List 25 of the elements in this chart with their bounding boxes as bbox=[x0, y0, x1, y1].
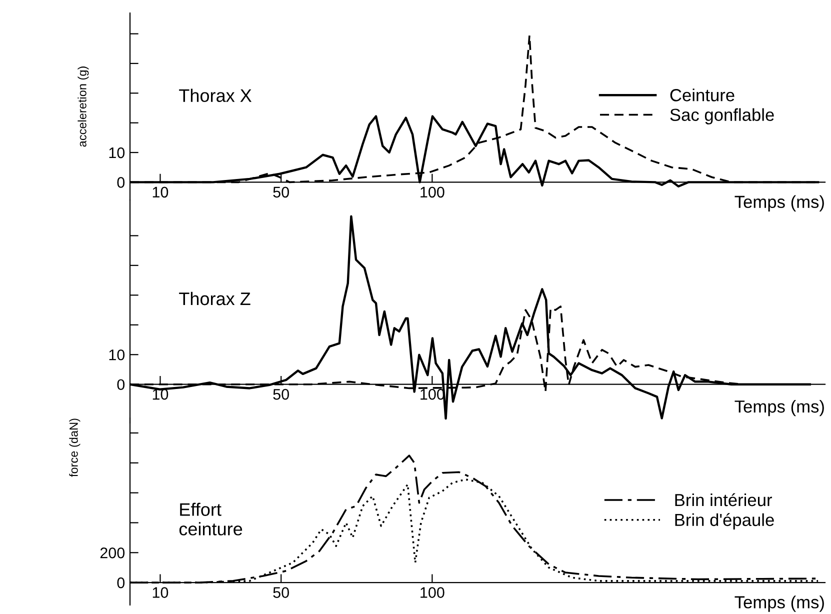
y-axis-title: acceleretion (g) bbox=[78, 66, 89, 147]
y-tick-label: 10 bbox=[109, 147, 125, 158]
x-axis-title: Temps (ms) bbox=[734, 596, 824, 612]
x-axis-title: Temps (ms) bbox=[734, 400, 824, 416]
text: Thorax Z bbox=[179, 292, 250, 306]
x-tick-label: 10 bbox=[152, 587, 168, 598]
x-tick-label: 50 bbox=[273, 388, 289, 400]
text: Thorax X bbox=[179, 88, 252, 102]
x-tick-label: 50 bbox=[273, 587, 289, 598]
y-tick-label: 0 bbox=[117, 379, 125, 390]
legend-label: Ceinture bbox=[670, 88, 734, 102]
y-axis-title: force (daN) bbox=[69, 418, 80, 477]
text: Effort ceinture bbox=[179, 502, 242, 536]
x-axis-title: Temps (ms) bbox=[734, 195, 824, 212]
y-tick-label: 0 bbox=[117, 177, 125, 188]
x-tick-label: 100 bbox=[420, 186, 444, 198]
legend-label: Sac gonflable bbox=[670, 108, 774, 124]
y-tick-label: 200 bbox=[100, 548, 125, 558]
x-tick-label: 100 bbox=[420, 587, 444, 598]
legend-label: Brin intérieur bbox=[675, 493, 772, 506]
legend-label: Brin d'épaule bbox=[675, 513, 774, 530]
y-tick-label: 10 bbox=[109, 349, 125, 360]
x-tick-label: 10 bbox=[152, 186, 168, 198]
y-tick-label: 0 bbox=[117, 577, 125, 588]
x-tick-label: 50 bbox=[273, 186, 289, 198]
